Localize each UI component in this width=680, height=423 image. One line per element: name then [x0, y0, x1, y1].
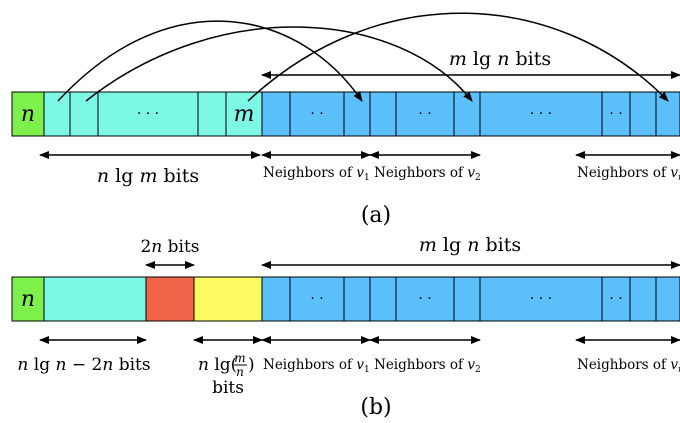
a-cyan-cell-2 [69, 91, 99, 137]
b-blue-dots-1: · · [310, 291, 323, 307]
layout-a: n m · · · · · · · · · · · · m lg n bits … [11, 12, 680, 228]
a-blue-cell-4 [369, 91, 397, 137]
b-nlgmn-label: n lg( [198, 355, 237, 375]
a-blue-cell-7 [479, 91, 603, 137]
a-blue-cell-1 [261, 91, 291, 137]
a-neighbors-v1-label: Neighbors of v1 [263, 165, 370, 183]
layout-b: n · · · · · · · · · 2n bits m lg n bits … [11, 234, 680, 420]
a-cyan-cell-dots [97, 91, 199, 137]
b-neighbors-vn-label: Neighbors of vn [577, 357, 680, 375]
a-cyan-dots: · · · [137, 106, 159, 122]
a-mlgn-label: m lg n bits [449, 48, 551, 70]
b-n-label: n [21, 287, 35, 312]
b-caption: (b) [360, 395, 391, 420]
b-neighbors-v1-label: Neighbors of v1 [263, 357, 370, 375]
a-caption: (a) [361, 203, 391, 228]
b-blue-cell-2 [289, 276, 345, 322]
b-nlgn2n-label: n lg n − 2n bits [17, 355, 150, 375]
a-blue-dots-2: · · [418, 106, 431, 122]
b-nlgmn-bits: bits [212, 378, 244, 398]
a-blue-cell-3 [343, 91, 371, 137]
b-blue-dots-2: · · [418, 291, 431, 307]
a-blue-cell-8 [601, 91, 631, 137]
b-nlgmn-numerator: m [234, 351, 245, 365]
a-n-label: n [21, 102, 35, 127]
b-red-cell [145, 276, 195, 322]
a-neighbors-vn-label: Neighbors of vn [577, 165, 680, 183]
b-yellow-cell [193, 276, 263, 322]
b-blue-cell-8 [601, 276, 631, 322]
b-blue-cell-6 [453, 276, 481, 322]
a-pointer-arc-3 [247, 12, 669, 102]
b-blue-cell-3 [343, 276, 371, 322]
b-blue-cell-5 [395, 276, 455, 322]
b-blue-cell-7 [479, 276, 603, 322]
a-blue-dots-1: · · [310, 106, 323, 122]
b-blue-dots-3: · · · [530, 291, 552, 307]
b-blue-cell-9 [629, 276, 657, 322]
a-blue-cell-6 [453, 91, 481, 137]
b-neighbors-v2-label: Neighbors of v2 [374, 357, 481, 375]
b-nlgmn-close: ) [248, 355, 255, 375]
a-blue-cell-9 [629, 91, 657, 137]
b-blue-cell-4 [369, 276, 397, 322]
b-blue-dots-4: · · [609, 291, 622, 307]
a-blue-cell-10 [655, 91, 680, 137]
b-2n-label: 2n bits [140, 237, 199, 257]
b-blue-cell-1 [261, 276, 291, 322]
a-n-cell [11, 91, 45, 137]
b-nlgmn-denominator: n [236, 365, 244, 379]
a-blue-dots-4: · · [609, 106, 622, 122]
b-blue-cell-10 [655, 276, 680, 322]
b-mlgn-label: m lg n bits [419, 234, 521, 256]
a-pointer-arc-2 [85, 26, 473, 102]
a-pointer-arc-1 [57, 20, 363, 102]
a-cyan-cell-3 [197, 91, 227, 137]
a-blue-dots-3: · · · [530, 106, 552, 122]
a-m-cell [225, 91, 263, 137]
a-cyan-cell-1 [43, 91, 71, 137]
a-m-label: m [234, 102, 255, 127]
a-neighbors-v2-label: Neighbors of v2 [374, 165, 481, 183]
a-blue-cell-5 [395, 91, 455, 137]
b-n-cell [11, 276, 45, 322]
a-nlgm-label: n lg m bits [97, 165, 199, 187]
b-cyan-cell [43, 276, 147, 322]
